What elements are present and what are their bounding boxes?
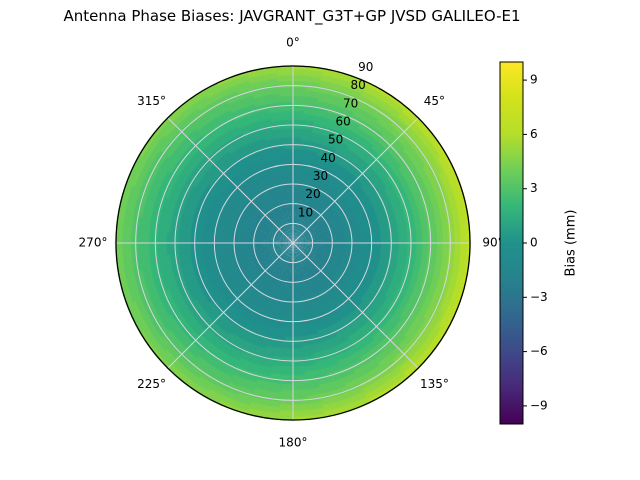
radial-tick-label: 90 — [358, 60, 373, 74]
radial-tick-label: 60 — [335, 114, 350, 128]
azimuth-tick-label: 180° — [279, 436, 308, 450]
radial-tick-label: 70 — [343, 96, 358, 110]
azimuth-tick-label: 0° — [286, 36, 300, 50]
azimuth-tick-label: 90° — [482, 236, 503, 250]
radial-tick-label: 80 — [351, 78, 366, 92]
grid-spoke — [167, 242, 294, 369]
grid-spoke — [292, 242, 419, 369]
grid-spoke — [292, 117, 419, 244]
radial-tick-label: 50 — [328, 133, 343, 147]
grid-spoke — [167, 117, 294, 244]
radial-tick-label: 10 — [298, 205, 313, 219]
radial-tick-label: 40 — [320, 151, 335, 165]
colorbar-tick-label: 0 — [530, 236, 538, 250]
azimuth-tick-label: 45° — [424, 94, 445, 108]
colorbar-tick-label: −3 — [530, 290, 548, 304]
azimuth-tick-label: 225° — [137, 377, 166, 391]
azimuth-tick-label: 315° — [137, 94, 166, 108]
colorbar — [499, 61, 524, 425]
colorbar-tick-label: −6 — [530, 344, 548, 358]
azimuth-tick-label: 270° — [79, 236, 108, 250]
colorbar-tick-label: 6 — [530, 127, 538, 141]
radial-tick-label: 30 — [313, 169, 328, 183]
colorbar-axis-label: Bias (mm) — [564, 210, 579, 277]
polar-outline — [115, 65, 471, 421]
radial-tick-label: 20 — [305, 187, 320, 201]
colorbar-tick-label: −9 — [530, 398, 548, 412]
azimuth-tick-label: 135° — [420, 377, 449, 391]
colorbar-tick-label: 3 — [530, 181, 538, 195]
colorbar-tick-label: 9 — [530, 73, 538, 87]
